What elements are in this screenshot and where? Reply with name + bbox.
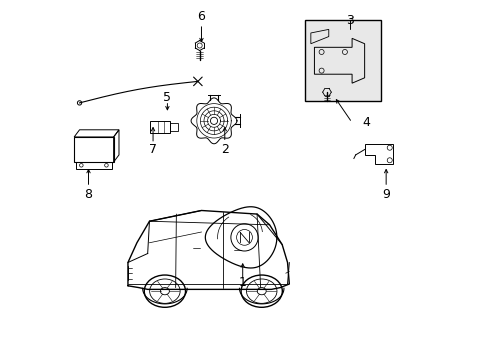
Text: 8: 8 <box>84 188 92 201</box>
Bar <box>150 121 170 134</box>
Text: 4: 4 <box>362 116 369 129</box>
Bar <box>74 137 113 162</box>
Bar <box>170 123 178 131</box>
Text: 3: 3 <box>346 14 353 27</box>
Text: 7: 7 <box>149 143 157 156</box>
Text: 6: 6 <box>197 10 205 23</box>
Text: 1: 1 <box>238 276 246 289</box>
Bar <box>305 21 380 101</box>
Text: 9: 9 <box>382 188 389 201</box>
Text: 5: 5 <box>163 91 171 104</box>
Bar <box>76 162 112 168</box>
Circle shape <box>210 117 217 125</box>
Text: 2: 2 <box>221 143 228 156</box>
